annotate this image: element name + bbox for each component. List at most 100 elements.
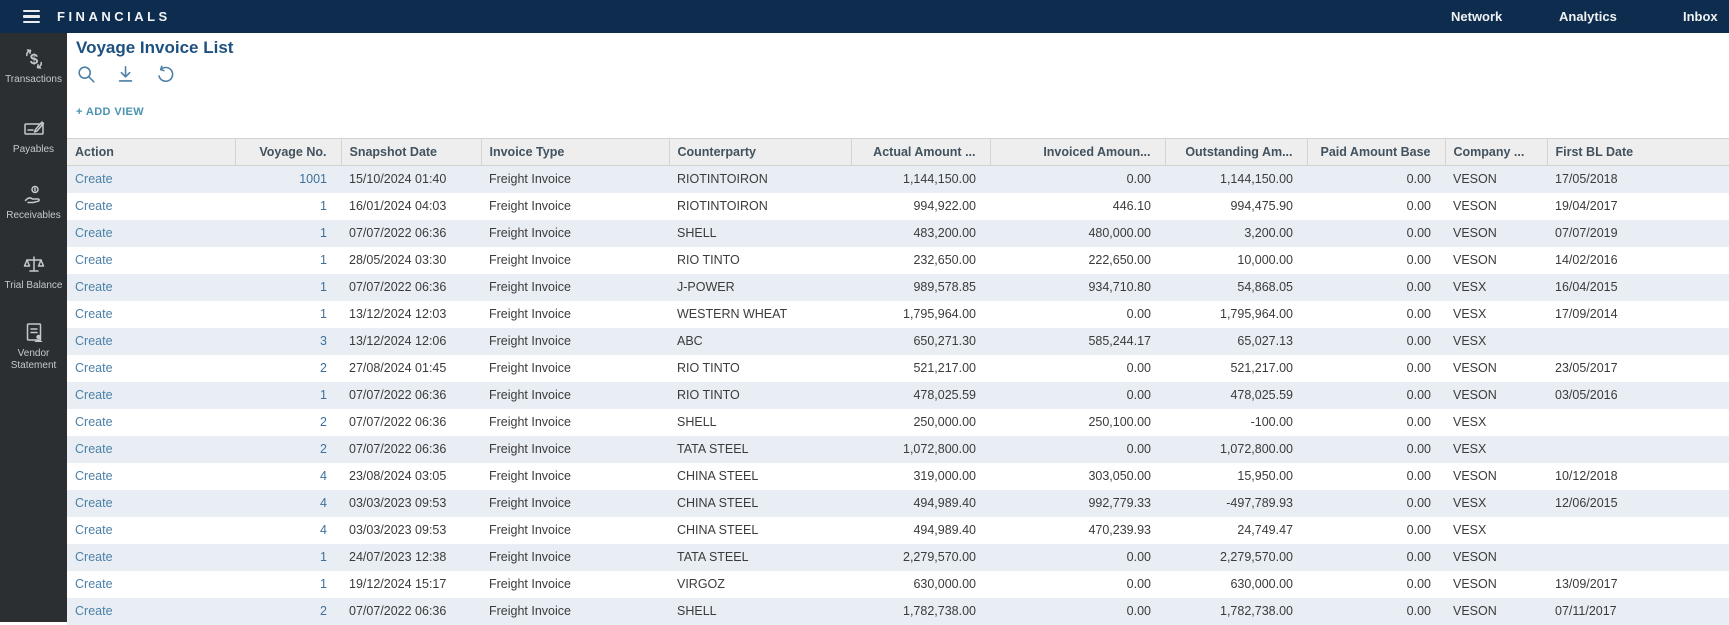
column-header-company[interactable]: Company ... — [1445, 138, 1548, 166]
cell-company: VESON — [1453, 253, 1497, 267]
table-row[interactable]: Create 1 07/07/2022 06:36 Freight Invoice J-… — [67, 273, 1729, 301]
nav-network[interactable]: Network — [1451, 9, 1503, 24]
column-header-snapshot-date[interactable]: Snapshot Date — [341, 138, 482, 166]
table-row[interactable]: Create 1 13/12/2024 12:03 Freight Invoice WE… — [67, 301, 1729, 328]
trial-balance-icon — [23, 256, 44, 272]
voyage-no-link[interactable]: 3 — [320, 334, 327, 348]
create-link[interactable]: Create — [75, 388, 113, 402]
cell-snapshot-date: 28/05/2024 03:30 — [349, 253, 447, 267]
cell-company: VESON — [1453, 199, 1497, 213]
cell-action: Create — [67, 598, 235, 625]
search-button[interactable] — [76, 64, 100, 88]
create-link[interactable]: Create — [75, 361, 113, 375]
cell-invoiced-amoun: 0.00 — [1126, 550, 1151, 564]
cell-snapshot-date: 07/07/2022 06:36 — [349, 388, 447, 402]
table-row[interactable]: Create 1 24/07/2023 12:38 Freight Invoice TA… — [67, 543, 1729, 571]
cell-invoiced-amoun: 0.00 — [1126, 361, 1151, 375]
table-row[interactable]: Create 1001 15/10/2024 01:40 Freight Invoic… — [67, 165, 1729, 193]
cell-first-bl-date: 13/09/2017 — [1555, 577, 1618, 591]
column-header-invoice-type[interactable]: Invoice Type — [481, 138, 670, 166]
create-link[interactable]: Create — [75, 523, 113, 537]
table-row[interactable]: Create 1 19/12/2024 15:17 Freight Invoice VI… — [67, 571, 1729, 598]
hamburger-menu-icon[interactable] — [23, 10, 40, 23]
cell-company: VESON — [1453, 577, 1497, 591]
table-row[interactable]: Create 4 03/03/2023 09:53 Freight Invoice CH… — [67, 489, 1729, 517]
table-row[interactable]: Create 1 07/07/2022 06:36 Freight Invoice RI… — [67, 381, 1729, 409]
sidebar-item-receivables[interactable]: Receivables — [0, 183, 67, 222]
cell-outstanding-am: 15,950.00 — [1237, 469, 1293, 483]
nav-inbox[interactable]: Inbox — [1683, 9, 1718, 24]
voyage-no-link[interactable]: 1001 — [299, 172, 327, 187]
cell-invoice-type: Freight Invoice — [489, 307, 571, 321]
voyage-no-link[interactable]: 1 — [320, 550, 327, 564]
column-header-actual-amount[interactable]: Actual Amount ... — [851, 138, 991, 166]
voyage-no-link[interactable]: 1 — [320, 199, 327, 213]
table-row[interactable]: Create 4 03/03/2023 09:53 Freight Invoice CH… — [67, 517, 1729, 544]
column-header-invoiced-amoun[interactable]: Invoiced Amoun... — [990, 138, 1166, 166]
table-row[interactable]: Create 1 28/05/2024 03:30 Freight Invoice RI… — [67, 247, 1729, 274]
voyage-no-link[interactable]: 1 — [320, 388, 327, 402]
cell-outstanding-am: 3,200.00 — [1244, 226, 1293, 240]
create-link[interactable]: Create — [75, 604, 113, 618]
voyage-no-link[interactable]: 2 — [320, 415, 327, 429]
sidebar-item-payables[interactable]: Payables — [0, 117, 67, 156]
table-row[interactable]: Create 4 23/08/2024 03:05 Freight Invoice CH… — [67, 463, 1729, 490]
reset-button[interactable] — [154, 64, 178, 88]
create-link[interactable]: Create — [75, 280, 113, 294]
cell-paid-amount-base: 0.00 — [1406, 361, 1431, 375]
voyage-no-link[interactable]: 1 — [320, 226, 327, 240]
voyage-no-link[interactable]: 1 — [320, 307, 327, 321]
voyage-no-link[interactable]: 2 — [320, 442, 327, 456]
cell-outstanding-am: 994,475.90 — [1230, 199, 1293, 213]
cell-voyage-no: 4 — [235, 517, 341, 544]
cell-action: Create — [67, 409, 235, 436]
table-row[interactable]: Create 2 27/08/2024 01:45 Freight Invoice RI… — [67, 355, 1729, 382]
create-link[interactable]: Create — [75, 199, 113, 213]
create-link[interactable]: Create — [75, 496, 113, 510]
table-row[interactable]: Create 3 13/12/2024 12:06 Freight Invoice AB… — [67, 327, 1729, 355]
table-row[interactable]: Create 2 07/07/2022 06:36 Freight Invoice TA… — [67, 435, 1729, 463]
create-link[interactable]: Create — [75, 550, 113, 564]
cell-invoice-type: Freight Invoice — [489, 334, 571, 348]
voyage-no-link[interactable]: 4 — [320, 496, 327, 510]
voyage-no-link[interactable]: 4 — [320, 523, 327, 537]
table-row[interactable]: Create 1 07/07/2022 06:36 Freight Invoice SH… — [67, 219, 1729, 247]
create-link[interactable]: Create — [75, 226, 113, 240]
cell-outstanding-am: -100.00 — [1250, 415, 1293, 429]
create-link[interactable]: Create — [75, 577, 113, 591]
sidebar-item-transactions[interactable]: $ Transactions — [0, 47, 67, 86]
cell-snapshot-date: 15/10/2024 01:40 — [349, 172, 447, 187]
add-view-button[interactable]: + ADD VIEW — [76, 106, 145, 118]
create-link[interactable]: Create — [75, 307, 113, 321]
voyage-no-link[interactable]: 2 — [320, 604, 327, 618]
column-header-paid-amount-base[interactable]: Paid Amount Base — [1307, 138, 1446, 166]
column-header-counterparty[interactable]: Counterparty — [669, 138, 852, 166]
create-link[interactable]: Create — [75, 469, 113, 483]
voyage-no-link[interactable]: 1 — [320, 280, 327, 294]
create-link[interactable]: Create — [75, 172, 113, 187]
export-button[interactable] — [115, 64, 139, 88]
create-link[interactable]: Create — [75, 415, 113, 429]
column-header-first-bl-date[interactable]: First BL Date — [1547, 138, 1729, 166]
search-icon — [78, 66, 95, 83]
table-row[interactable]: Create 1 16/01/2024 04:03 Freight Invoice RI… — [67, 193, 1729, 220]
table-row[interactable]: Create 2 07/07/2022 06:36 Freight Invoice SH… — [67, 597, 1729, 625]
create-link[interactable]: Create — [75, 442, 113, 456]
cell-voyage-no: 2 — [235, 355, 341, 382]
cell-company: VESON — [1453, 550, 1497, 564]
voyage-no-link[interactable]: 4 — [320, 469, 327, 483]
voyage-no-link[interactable]: 2 — [320, 361, 327, 375]
voyage-no-link[interactable]: 1 — [320, 577, 327, 591]
sidebar-item-vendor-statement[interactable]: Vendor Statement — [0, 321, 67, 372]
column-header-outstanding-am[interactable]: Outstanding Am... — [1165, 138, 1308, 166]
voyage-no-link[interactable]: 1 — [320, 253, 327, 267]
nav-analytics[interactable]: Analytics — [1559, 9, 1617, 24]
create-link[interactable]: Create — [75, 253, 113, 267]
cell-voyage-no: 1 — [235, 274, 341, 301]
create-link[interactable]: Create — [75, 334, 113, 348]
table-row[interactable]: Create 2 07/07/2022 06:36 Freight Invoice SH… — [67, 409, 1729, 436]
cell-actual-amount: 494,989.40 — [913, 496, 976, 510]
column-header-action[interactable]: Action — [67, 138, 236, 166]
sidebar-item-trial-balance[interactable]: Trial Balance — [0, 253, 67, 292]
column-header-voyage-no[interactable]: Voyage No. — [235, 138, 342, 166]
